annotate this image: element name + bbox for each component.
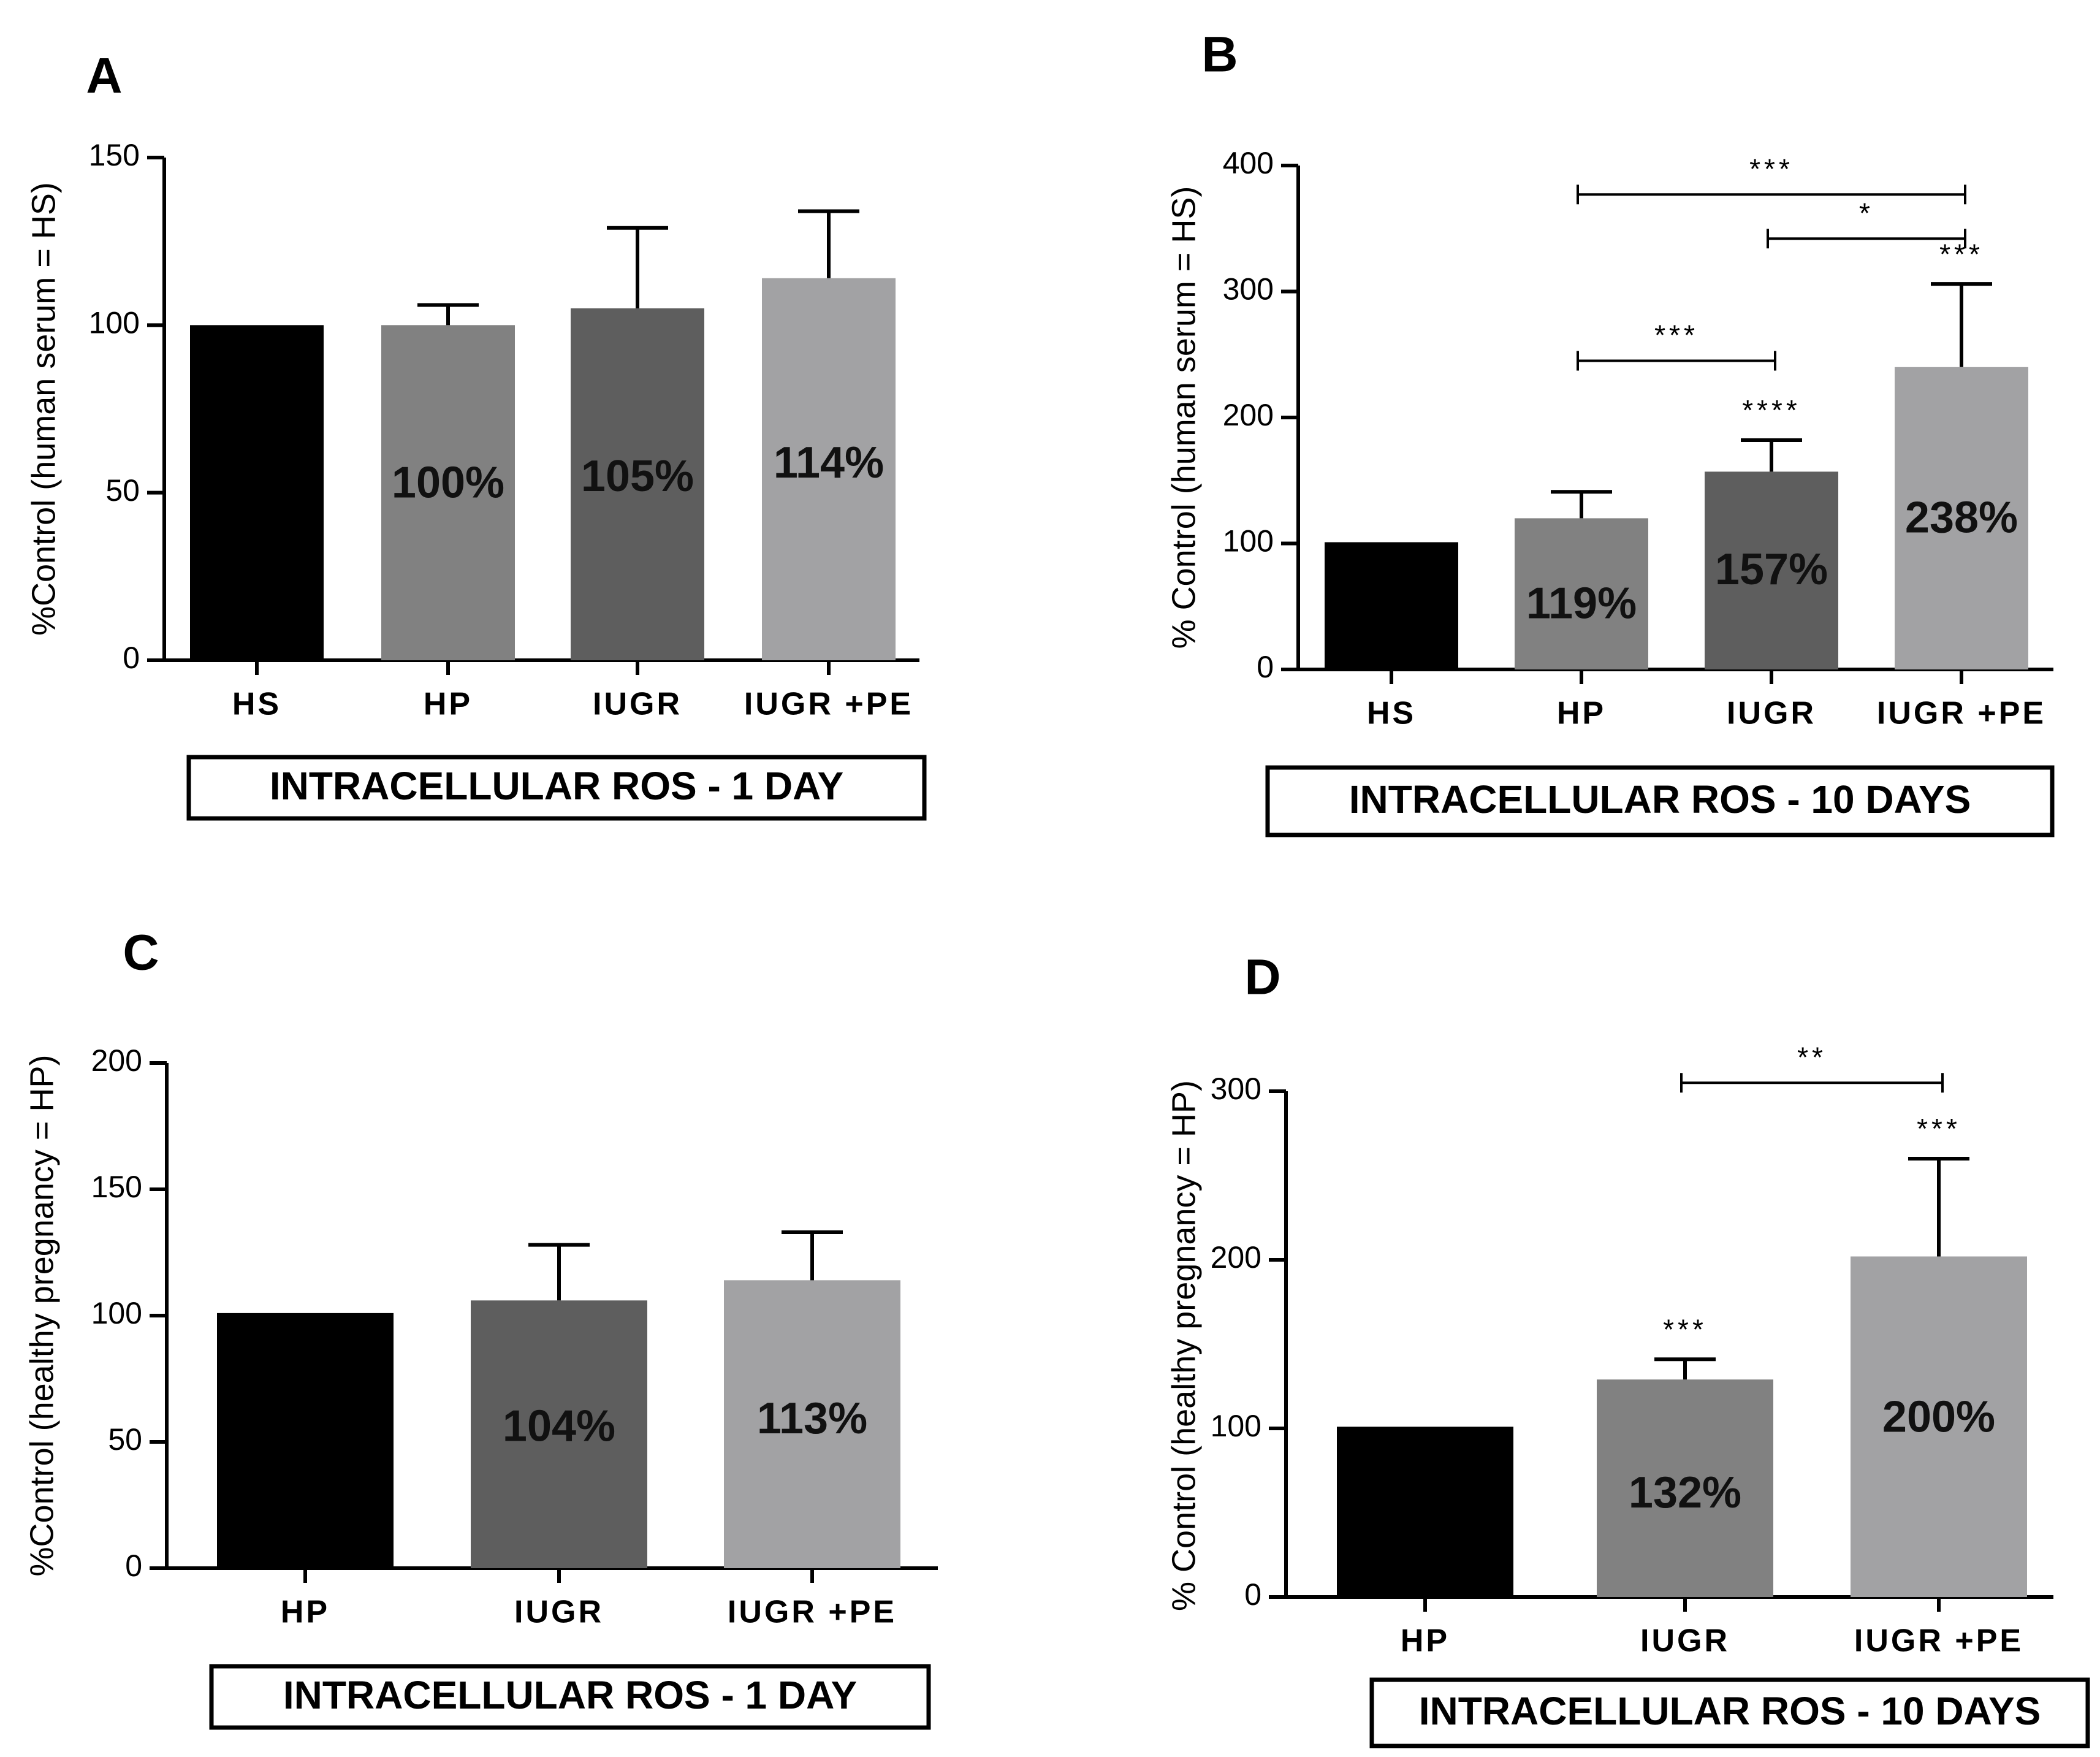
- bar-hp: [217, 1313, 394, 1568]
- bar-hp: [381, 325, 515, 660]
- x-tick-label: IUGR: [1727, 696, 1816, 731]
- comparison-bracket: *: [1767, 197, 1966, 249]
- significance-marker: ****: [1742, 394, 1801, 426]
- x-tick-label: HS: [1367, 696, 1416, 731]
- y-tick-label: 200: [1223, 398, 1274, 432]
- bar-iugr-pe: [762, 278, 896, 660]
- x-tick-label: IUGR +PE: [1877, 696, 2046, 731]
- caption-text: INTRACELLULAR ROS - 10 DAYS: [1349, 777, 1971, 821]
- y-axis-label: %Control (human serum = HS): [25, 182, 62, 636]
- x-tick-label: HP: [281, 1595, 330, 1630]
- bar-iugr: [471, 1300, 647, 1568]
- y-axis-label: % Control (human serum = HS): [1165, 186, 1202, 649]
- bar-hs: [1325, 542, 1458, 669]
- bar-iugr-pe: [1851, 1256, 2027, 1597]
- caption-text: INTRACELLULAR ROS - 1 DAY: [283, 1673, 857, 1717]
- bracket-label: ***: [1654, 319, 1699, 351]
- y-tick-label: 300: [1223, 272, 1274, 307]
- bar-data-label: 132%: [1629, 1468, 1741, 1517]
- bracket-label: *: [1859, 197, 1874, 229]
- comparison-bracket: **: [1680, 1041, 1944, 1093]
- panel-d: D 0 100 200 300 % Control (healthy pregnancy …: [1165, 950, 2090, 1748]
- y-tick-label: 100: [1223, 524, 1274, 558]
- x-tick-label: IUGR +PE: [1854, 1623, 2023, 1659]
- y-tick-label: 150: [89, 138, 140, 172]
- bar-data-label: 104%: [503, 1401, 615, 1450]
- y-tick-label: 200: [1211, 1240, 1261, 1275]
- panel-letter: A: [86, 48, 122, 104]
- x-tick-label: HS: [232, 687, 281, 722]
- y-tick-label: 400: [1223, 146, 1274, 180]
- bracket-label: **: [1797, 1041, 1827, 1073]
- y-tick-label: 0: [1244, 1577, 1261, 1612]
- bar-iugr-pe: [1895, 367, 2028, 669]
- significance-marker: ***: [1917, 1113, 1961, 1145]
- bar-data-label: 119%: [1526, 579, 1637, 628]
- bar-data-label: 105%: [581, 452, 694, 501]
- caption-text: INTRACELLULAR ROS - 1 DAY: [270, 764, 843, 808]
- bar-data-label: 114%: [774, 438, 884, 487]
- bar-iugr-pe: [724, 1280, 900, 1568]
- significance-marker: ***: [1939, 238, 1984, 270]
- bar-data-label: 200%: [1882, 1392, 1995, 1441]
- x-tick-label: IUGR: [593, 687, 682, 722]
- caption-box: [186, 755, 927, 821]
- bar-hp: [1337, 1427, 1513, 1597]
- bar-data-label: 238%: [1905, 494, 2018, 543]
- bar-data-label: 113%: [757, 1394, 867, 1443]
- bar-hs: [190, 325, 324, 660]
- y-tick-label: 100: [91, 1296, 142, 1330]
- y-tick-label: 0: [123, 641, 140, 675]
- caption-box: [209, 1664, 931, 1730]
- caption-box: [1369, 1677, 2090, 1748]
- x-tick-label: HP: [1401, 1623, 1450, 1659]
- y-tick-label: 0: [1257, 650, 1274, 684]
- bracket-label: ***: [1749, 153, 1794, 185]
- bar-data-label: 157%: [1715, 545, 1828, 594]
- caption-box: [1265, 765, 2055, 837]
- panel-c: C 0 50 100 150 200 %Control (healthy pregnancy…: [23, 925, 938, 1730]
- bar-iugr: [1597, 1379, 1773, 1597]
- y-tick-label: 0: [125, 1549, 142, 1583]
- x-tick-label: IUGR: [514, 1595, 604, 1630]
- bar-hp: [1515, 518, 1648, 669]
- x-tick-label: HP: [1557, 696, 1606, 731]
- bar-iugr: [1705, 471, 1838, 669]
- significance-marker: ***: [1663, 1313, 1707, 1345]
- x-tick-label: HP: [424, 687, 473, 722]
- y-tick-label: 50: [105, 473, 140, 508]
- y-tick-label: 300: [1211, 1072, 1261, 1106]
- y-tick-label: 100: [1211, 1409, 1261, 1443]
- y-tick-label: 100: [89, 306, 140, 340]
- panel-letter: C: [123, 925, 159, 981]
- y-axis-label: %Control (healthy pregnancy = HP): [23, 1055, 60, 1577]
- panel-letter: D: [1244, 950, 1280, 1005]
- bar-iugr: [571, 308, 704, 660]
- y-tick-label: 150: [91, 1170, 142, 1204]
- y-axis-label: % Control (healthy pregnancy = HP): [1165, 1080, 1202, 1611]
- y-tick-label: 50: [108, 1422, 142, 1457]
- panel-a: A 0 50 100 150 %Control (human serum = HS) HS H…: [25, 48, 927, 821]
- x-tick-label: IUGR +PE: [728, 1595, 897, 1630]
- y-tick-label: 200: [91, 1043, 142, 1078]
- bar-data-label: 100%: [392, 459, 504, 508]
- comparison-bracket: ***: [1577, 319, 1776, 371]
- panel-b: B 0 100 200 300 400 % Control (human serum = H…: [1165, 27, 2055, 837]
- x-tick-label: IUGR +PE: [744, 687, 913, 722]
- caption-text: INTRACELLULAR ROS - 10 DAYS: [1419, 1689, 2041, 1733]
- panel-letter: B: [1201, 27, 1238, 83]
- comparison-bracket: ***: [1577, 153, 1966, 205]
- x-tick-label: IUGR: [1640, 1623, 1730, 1659]
